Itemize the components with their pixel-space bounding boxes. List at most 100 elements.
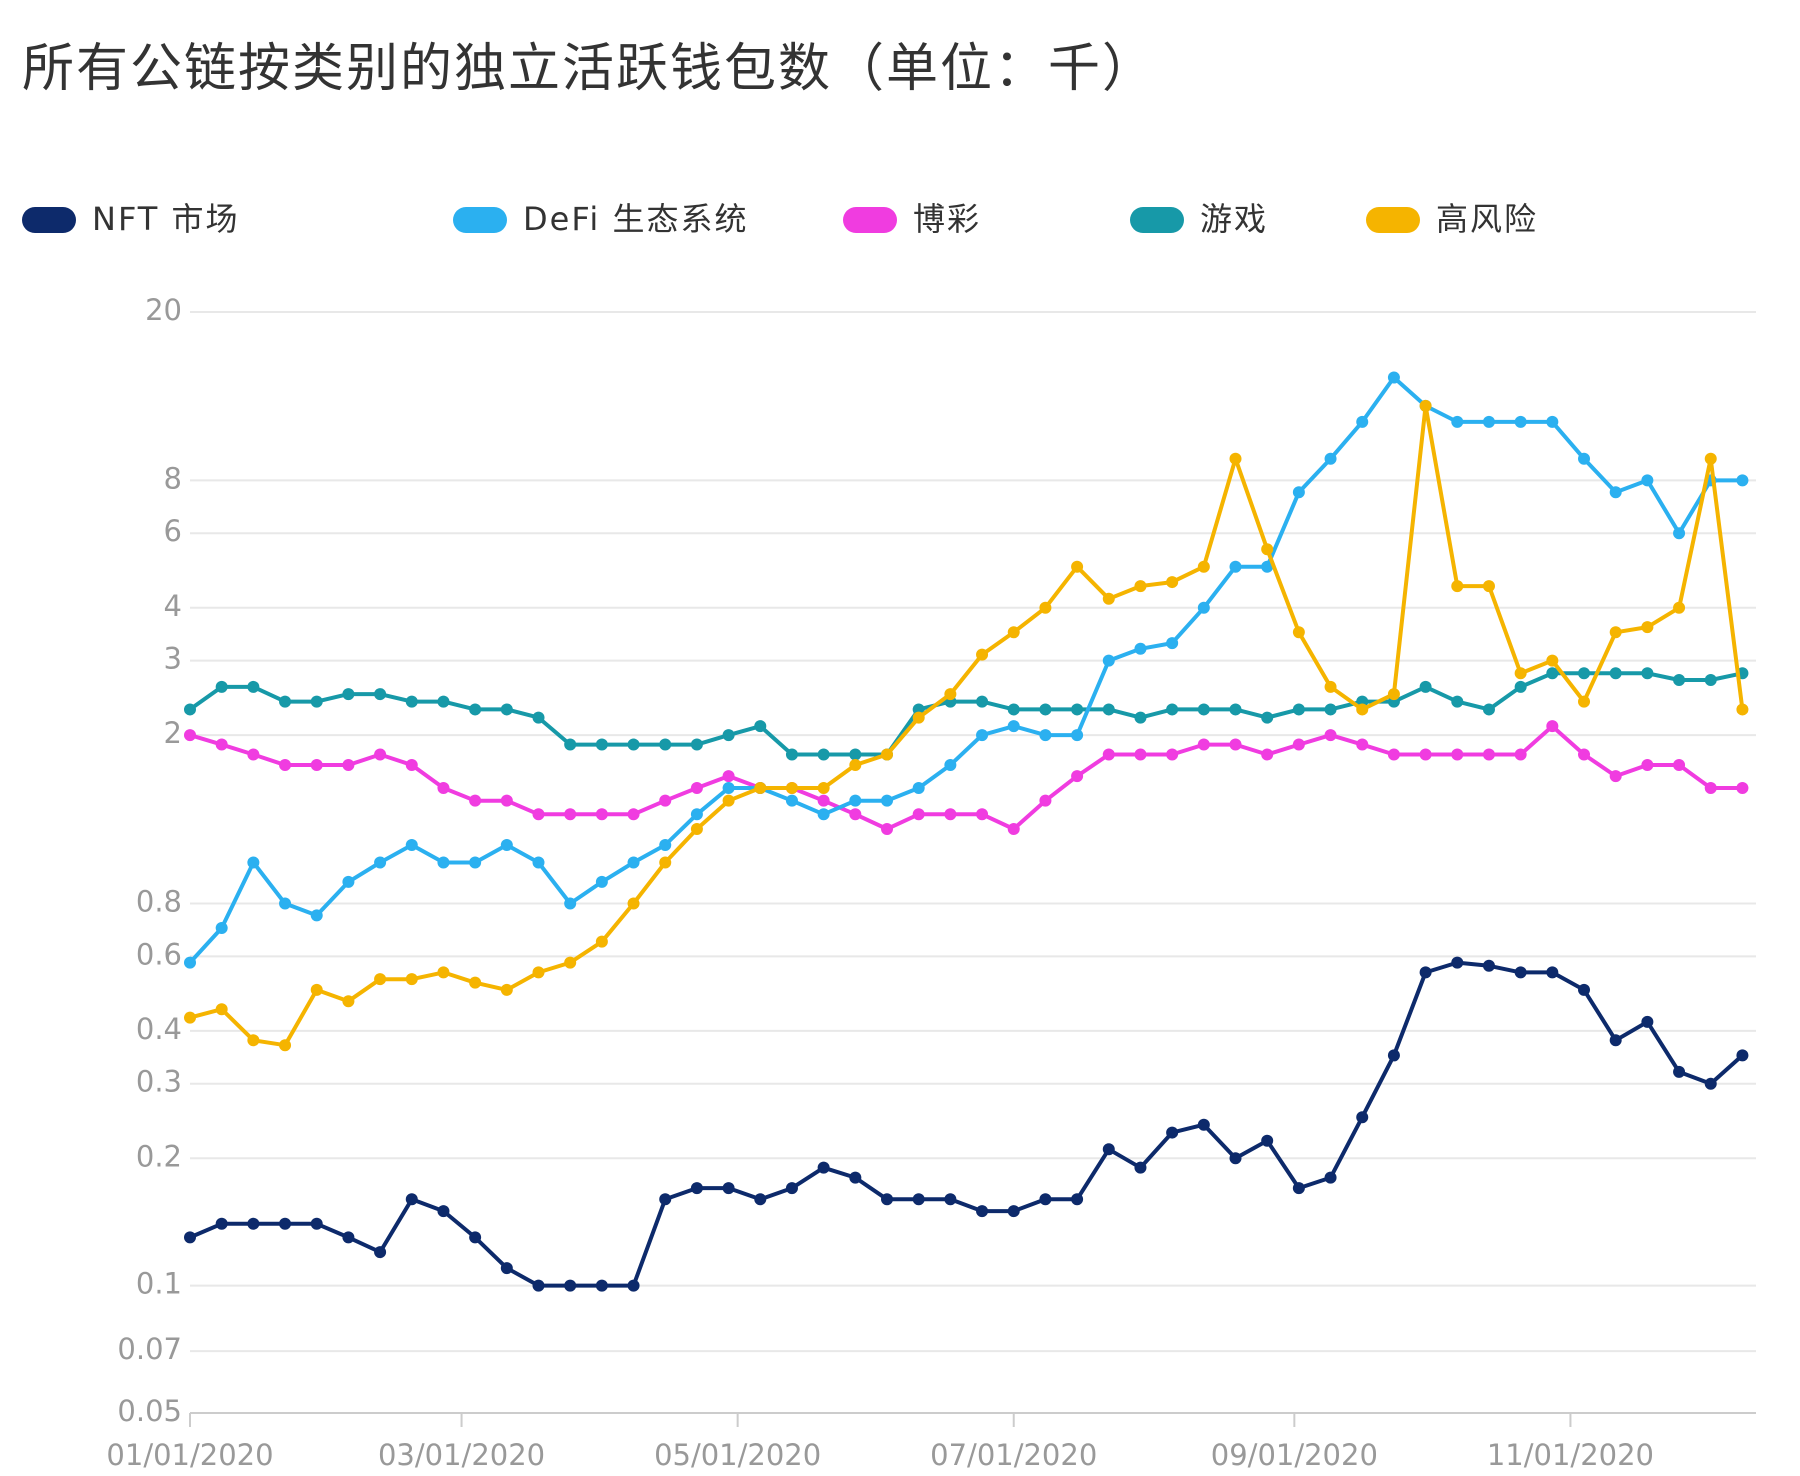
data-point [912,1193,925,1206]
data-point [1356,703,1369,716]
data-point [437,1205,450,1218]
data-point [1673,601,1686,614]
data-point [881,794,894,807]
data-point [310,758,323,771]
data-point [1578,452,1591,465]
data-point [849,794,862,807]
data-point [1482,959,1495,972]
data-point [1261,543,1274,556]
data-point [564,808,577,821]
data-point [1166,748,1179,761]
data-point [1229,738,1242,751]
data-point [247,680,260,693]
data-point [469,976,482,989]
data-point [659,794,672,807]
data-point [1229,452,1242,465]
data-point [215,738,228,751]
data-point [1736,474,1749,487]
data-point [1736,781,1749,794]
data-point [215,1217,228,1230]
data-point [1704,1077,1717,1090]
data-point [247,1217,260,1230]
data-point [944,1193,957,1206]
data-point [1166,703,1179,716]
data-point [374,688,387,701]
data-point [1292,486,1305,499]
data-point [627,738,640,751]
data-point [437,781,450,794]
data-point [1292,1182,1305,1195]
data-point [785,748,798,761]
data-point [342,758,355,771]
data-point [1609,770,1622,783]
y-tick-label: 0.07 [117,1332,182,1366]
data-point [1007,626,1020,639]
legend-label: DeFi 生态系统 [523,200,748,238]
data-point [184,729,196,742]
y-tick-label: 0.05 [117,1394,182,1428]
data-point [722,794,735,807]
data-point [310,695,323,708]
data-point [1736,1049,1749,1062]
data-point [469,703,482,716]
data-point [184,1011,196,1024]
data-point [1451,748,1464,761]
data-point [1102,748,1115,761]
data-point [1039,601,1052,614]
data-point [1292,738,1305,751]
data-point [1736,703,1749,716]
data-point [279,695,292,708]
data-point [1514,667,1527,680]
data-point [1546,667,1559,680]
data-point [1387,748,1400,761]
data-point [1071,703,1084,716]
data-point [1609,626,1622,639]
data-point [1641,758,1654,771]
data-point [595,1279,608,1292]
data-point [279,1039,292,1052]
data-point [374,856,387,869]
data-point [1451,956,1464,969]
data-point [754,720,767,733]
series-line [188,375,1743,964]
data-point [437,695,450,708]
x-tick-label: 03/01/2020 [378,1438,545,1472]
data-point [976,1205,989,1218]
y-tick-label: 8 [164,461,182,495]
data-point [532,966,545,979]
data-point [595,738,608,751]
data-point [1546,720,1559,733]
y-tick-label: 2 [164,716,182,750]
data-point [1261,1134,1274,1147]
y-tick-label: 0.1 [136,1267,182,1301]
series-line [189,960,1744,1288]
legend-swatch [1366,207,1420,233]
data-point [785,794,798,807]
data-point [912,781,925,794]
data-point [690,738,703,751]
legend-swatch [22,207,76,233]
data-point [722,770,735,783]
data-point [564,956,577,969]
data-point [1356,1111,1369,1124]
data-point [1324,703,1337,716]
data-point [849,1171,862,1184]
legend-swatch [843,207,897,233]
data-point [1641,474,1654,487]
data-point [817,781,830,794]
series-line [189,724,1743,831]
legend-label: 博彩 [913,200,981,238]
data-point [564,738,577,751]
data-point [1292,626,1305,639]
data-point [817,1161,830,1174]
data-point [342,995,355,1008]
y-tick-label: 3 [164,642,182,676]
data-point [1039,1193,1052,1206]
data-point [1482,748,1495,761]
data-point [405,838,418,851]
data-point [184,703,196,716]
data-point [1356,738,1369,751]
data-point [944,688,957,701]
data-point [374,1246,387,1259]
y-tick-label: 6 [164,514,182,548]
